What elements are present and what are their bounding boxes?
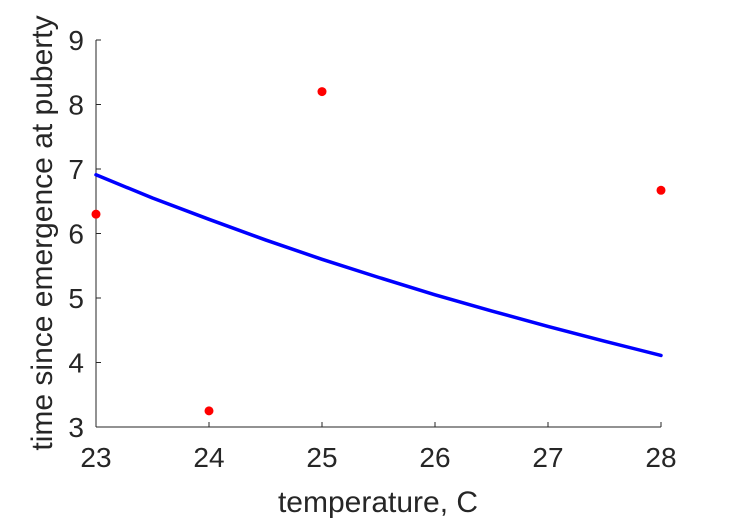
series-line-fit — [94, 173, 663, 358]
x-ticks: 23 24 25 26 27 28 — [80, 422, 677, 473]
y-tick-label: 8 — [68, 90, 84, 121]
scatter-point — [204, 406, 214, 416]
x-tick-label: 23 — [80, 442, 111, 473]
x-tick-label: 27 — [532, 442, 563, 473]
y-tick-label: 4 — [68, 348, 84, 379]
x-tick-label: 24 — [193, 442, 224, 473]
scatter-point — [91, 209, 101, 219]
plot-area — [91, 87, 666, 416]
y-ticks: 3 4 5 6 7 8 9 — [68, 25, 101, 443]
y-tick-label: 7 — [68, 154, 84, 185]
y-tick-label: 9 — [68, 25, 84, 56]
x-tick-label: 26 — [419, 442, 450, 473]
scatter-point — [656, 185, 666, 195]
y-tick-label: 5 — [68, 283, 84, 314]
y-tick-label: 6 — [68, 219, 84, 250]
scatter-point — [317, 87, 327, 97]
x-axis-label: temperature, C — [278, 486, 478, 519]
y-axis-label: time since emergence at puberty — [26, 15, 59, 450]
scatter-points — [91, 87, 666, 416]
y-tick-label: 3 — [68, 412, 84, 443]
axes — [95, 40, 661, 428]
x-tick-label: 28 — [645, 442, 676, 473]
x-tick-label: 25 — [306, 442, 337, 473]
